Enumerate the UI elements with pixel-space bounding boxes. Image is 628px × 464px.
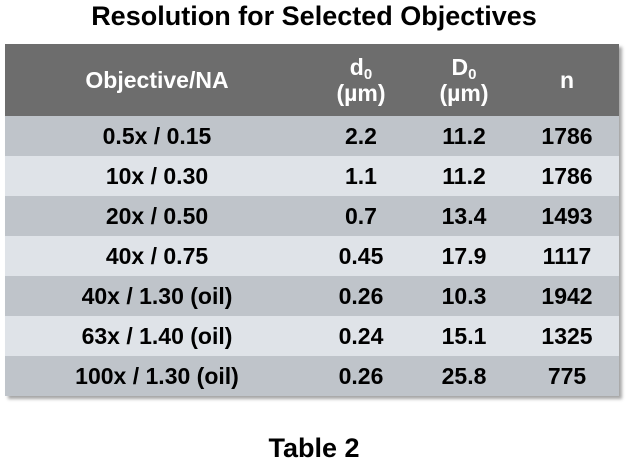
cell-objective: 0.5x / 0.15 xyxy=(5,116,309,156)
cell-d0: 0.24 xyxy=(309,316,413,356)
table-header-row: Objective/NA d0 (µm) D0 (µm) n xyxy=(5,44,619,116)
header-n-label: n xyxy=(559,67,575,93)
header-D0-unit: (µm) xyxy=(439,80,489,106)
cell-n: 1942 xyxy=(515,276,619,316)
header-d0: d0 (µm) xyxy=(309,44,413,116)
header-d0-unit: (µm) xyxy=(336,80,386,106)
table-row: 40x / 0.75 0.45 17.9 1117 xyxy=(5,236,619,276)
table-row: 40x / 1.30 (oil) 0.26 10.3 1942 xyxy=(5,276,619,316)
cell-d0: 0.26 xyxy=(309,356,413,396)
cell-D0: 15.1 xyxy=(413,316,515,356)
cell-D0: 13.4 xyxy=(413,196,515,236)
cell-D0: 17.9 xyxy=(413,236,515,276)
table-row: 10x / 0.30 1.1 11.2 1786 xyxy=(5,156,619,196)
table-caption: Table 2 xyxy=(268,433,360,463)
cell-d0: 0.7 xyxy=(309,196,413,236)
cell-objective: 63x / 1.40 (oil) xyxy=(5,316,309,356)
resolution-table: Objective/NA d0 (µm) D0 (µm) n xyxy=(5,44,619,396)
cell-d0: 2.2 xyxy=(309,116,413,156)
header-d0-symbol: d xyxy=(349,54,364,80)
table-row: 63x / 1.40 (oil) 0.24 15.1 1325 xyxy=(5,316,619,356)
cell-n: 1786 xyxy=(515,156,619,196)
cell-d0: 1.1 xyxy=(309,156,413,196)
cell-objective: 40x / 1.30 (oil) xyxy=(5,276,309,316)
page-title: Resolution for Selected Objectives xyxy=(91,1,537,31)
cell-d0: 0.26 xyxy=(309,276,413,316)
cell-objective: 100x / 1.30 (oil) xyxy=(5,356,309,396)
cell-objective: 10x / 0.30 xyxy=(5,156,309,196)
cell-D0: 11.2 xyxy=(413,116,515,156)
cell-objective: 20x / 0.50 xyxy=(5,196,309,236)
cell-n: 1117 xyxy=(515,236,619,276)
header-objective: Objective/NA xyxy=(5,44,309,116)
cell-n: 1325 xyxy=(515,316,619,356)
cell-n: 1493 xyxy=(515,196,619,236)
cell-objective: 40x / 0.75 xyxy=(5,236,309,276)
header-D0-symbol: D xyxy=(451,54,469,80)
header-objective-label: Objective/NA xyxy=(85,67,229,93)
cell-D0: 11.2 xyxy=(413,156,515,196)
cell-D0: 25.8 xyxy=(413,356,515,396)
cell-D0: 10.3 xyxy=(413,276,515,316)
header-D0-subscript: 0 xyxy=(468,66,477,83)
cell-d0: 0.45 xyxy=(309,236,413,276)
cell-n: 775 xyxy=(515,356,619,396)
table-row: 0.5x / 0.15 2.2 11.2 1786 xyxy=(5,116,619,156)
table-container: Objective/NA d0 (µm) D0 (µm) n xyxy=(5,44,619,396)
table-row: 20x / 0.50 0.7 13.4 1493 xyxy=(5,196,619,236)
header-d0-subscript: 0 xyxy=(363,66,373,83)
table-row: 100x / 1.30 (oil) 0.26 25.8 775 xyxy=(5,356,619,396)
header-n: n xyxy=(515,44,619,116)
header-D0: D0 (µm) xyxy=(413,44,515,116)
cell-n: 1786 xyxy=(515,116,619,156)
